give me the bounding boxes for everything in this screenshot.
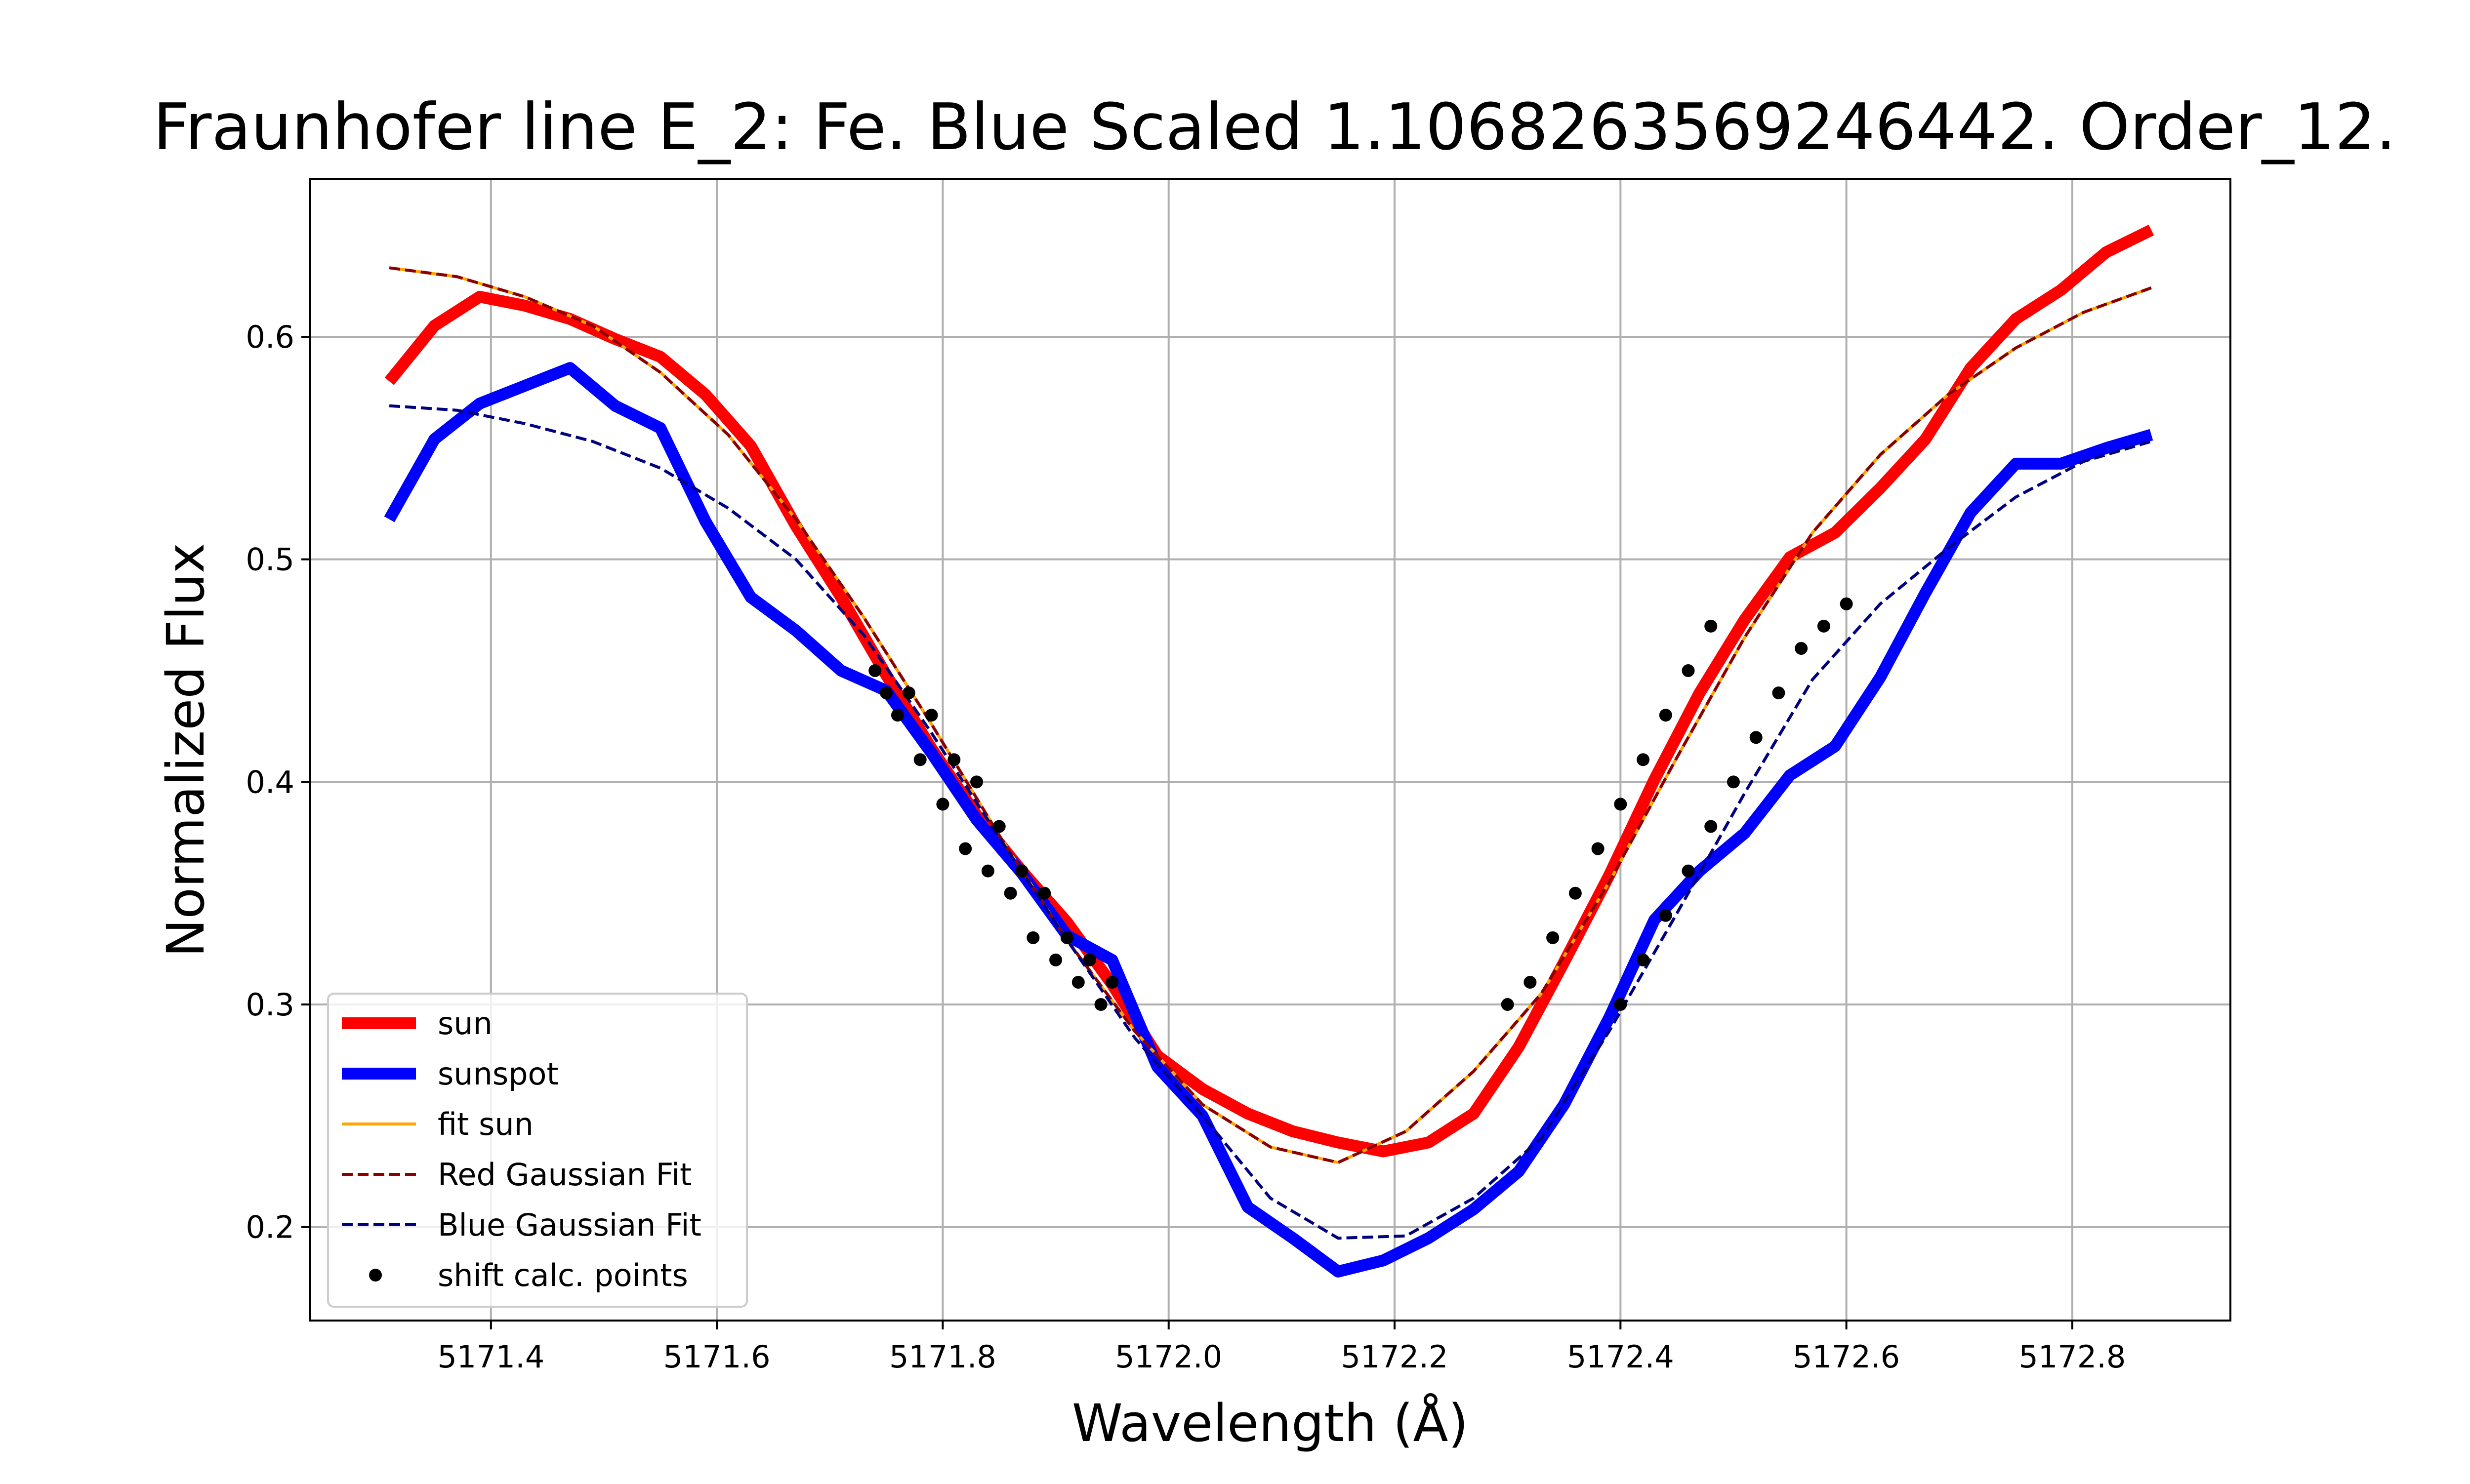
shift-point: [1637, 753, 1650, 766]
shift-point: [925, 709, 938, 722]
shift-point: [1106, 975, 1119, 989]
x-tick-label: 5172.8: [2018, 1339, 2126, 1375]
shift-point: [936, 798, 949, 811]
shift-point: [1637, 953, 1650, 966]
legend: sun sunspot fit sun Red Gaussian Fit Blue Ga…: [327, 993, 748, 1308]
shift-point: [970, 775, 984, 789]
shift-point: [1038, 886, 1051, 900]
x-tick-label: 5172.0: [1115, 1339, 1222, 1375]
shift-point: [1546, 931, 1560, 944]
shift-point: [1682, 864, 1695, 878]
legend-entries: sun sunspot fit sun Red Gaussian Fit Blue Ga…: [342, 1005, 701, 1293]
shift-point: [1094, 998, 1108, 1011]
shift-point: [1060, 931, 1073, 944]
legend-label-sun: sun: [438, 1005, 493, 1042]
x-axis-label: Wavelength (Å): [1072, 1393, 1468, 1453]
x-tick-label: 5171.8: [889, 1339, 996, 1375]
x-tick-label: 5172.6: [1793, 1339, 1900, 1375]
series-line-blue-gaussian-fit: [389, 404, 2152, 1240]
y-tick-label: 0.4: [246, 764, 294, 800]
shift-point: [1523, 975, 1537, 989]
x-tick-label: 5172.4: [1567, 1339, 1674, 1375]
legend-label-red-gaussian-fit: Red Gaussian Fit: [438, 1157, 692, 1193]
chart-title: Fraunhofer line E_2: Fe. Blue Scaled 1.1…: [153, 89, 2396, 164]
shift-point: [1727, 775, 1740, 789]
y-tick-label: 0.5: [246, 542, 294, 578]
shift-point: [1591, 842, 1605, 855]
shift-point: [1027, 931, 1040, 944]
x-tick-label: 5171.4: [437, 1339, 544, 1375]
shift-point: [1071, 975, 1085, 989]
shift-point: [1682, 664, 1695, 678]
shift-point: [902, 686, 915, 700]
shift-point: [1614, 798, 1627, 811]
shift-point: [1083, 953, 1096, 966]
y-tick-label: 0.2: [246, 1209, 294, 1245]
shift-point: [1614, 998, 1627, 1011]
shift-point: [1568, 886, 1582, 900]
y-tick-label: 0.3: [246, 987, 294, 1023]
y-tick-label: 0.6: [246, 319, 294, 355]
shift-point: [891, 709, 904, 722]
shift-point: [913, 753, 927, 766]
legend-label-sunspot: sunspot: [438, 1056, 559, 1092]
shift-point: [1015, 864, 1029, 878]
series-line-sun: [384, 224, 2154, 1158]
shift-point: [1659, 909, 1672, 922]
shift-point: [1795, 642, 1808, 655]
series-shift-calc-points: [868, 597, 1853, 1011]
shift-point: [992, 820, 1006, 833]
shift-point: [1704, 820, 1718, 833]
shift-point: [1772, 686, 1785, 700]
y-axis-label: Normalized Flux: [156, 543, 216, 957]
legend-box: [327, 993, 748, 1308]
shift-point: [1704, 619, 1718, 633]
legend-swatch-shift-calc-points: [369, 1269, 382, 1282]
series-line-sunspot: [384, 362, 2153, 1278]
shift-point: [868, 664, 882, 678]
shift-point: [1501, 998, 1514, 1011]
shift-point: [981, 864, 994, 878]
legend-label-fit-sun: fit sun: [438, 1106, 534, 1142]
legend-label-shift-calc-points: shift calc. points: [438, 1257, 688, 1293]
shift-point: [1749, 731, 1763, 744]
x-tick-label: 5171.6: [663, 1339, 771, 1375]
plot-series: [384, 224, 2154, 1278]
shift-point: [959, 842, 972, 855]
shift-point: [1817, 619, 1830, 633]
shift-point: [1659, 709, 1672, 722]
plot-area-frame: [309, 178, 2231, 1322]
series-line-red-gaussian-fit: [389, 266, 2152, 1164]
legend-label-blue-gaussian-fit: Blue Gaussian Fit: [438, 1207, 701, 1243]
axis-ticks: 5171.4 5171.6 5171.8 5172.0 5172.2 5172.4 5172…: [246, 319, 2126, 1375]
shift-point: [880, 686, 893, 700]
shift-point: [947, 753, 961, 766]
x-tick-label: 5172.2: [1341, 1339, 1448, 1375]
shift-point: [1049, 953, 1063, 966]
shift-point: [1004, 886, 1017, 900]
shift-point: [1840, 597, 1853, 610]
